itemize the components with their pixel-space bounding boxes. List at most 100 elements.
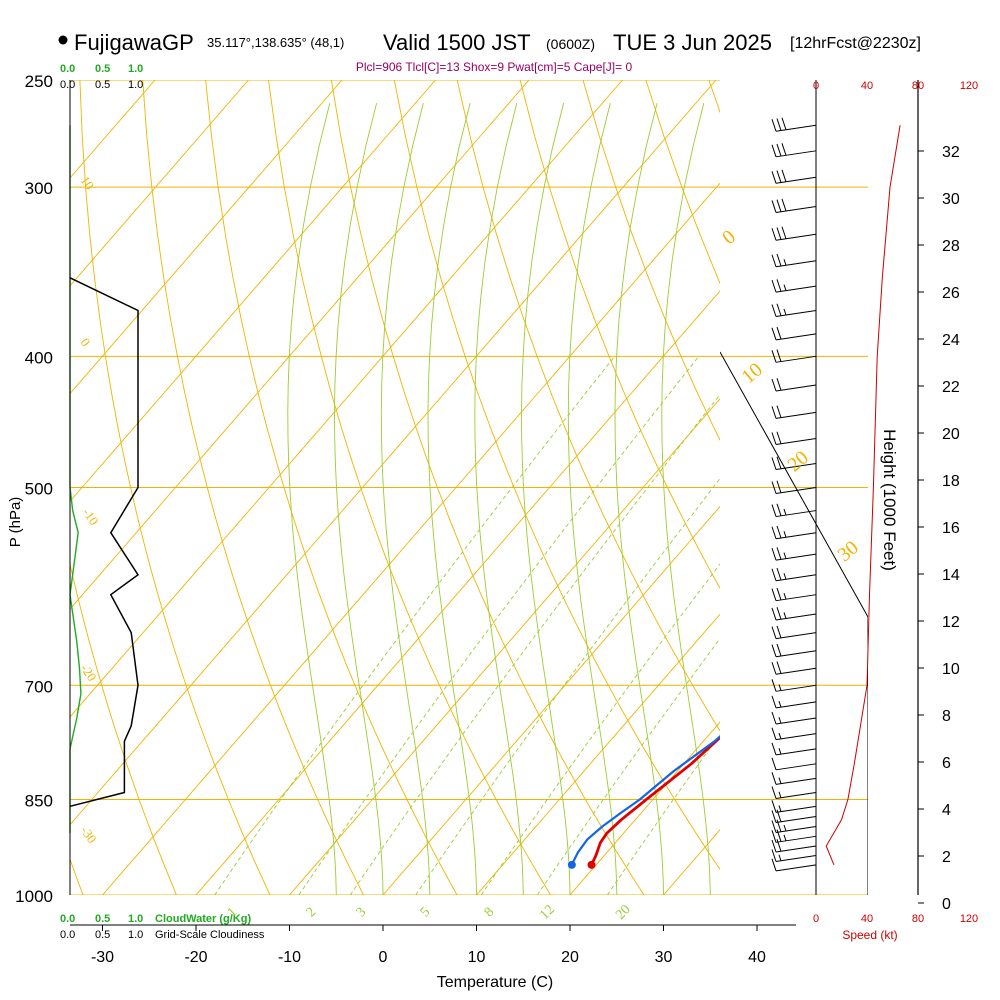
wind-barb-flag — [771, 228, 777, 241]
cloudiness-top-tick-2: 1.0 — [128, 79, 143, 91]
wind-barb-flag — [776, 525, 782, 539]
wind-barb-flag — [776, 643, 782, 657]
wind-barb-flag — [776, 431, 782, 444]
wind-barb — [771, 711, 817, 725]
wind-barb-flag — [771, 119, 777, 132]
cloudiness-top-tick-1: 0.5 — [95, 79, 110, 91]
isotherm-line — [70, 80, 343, 395]
height-tick-label: 12 — [942, 614, 960, 631]
wind-barb-shaft — [775, 176, 817, 184]
wind-barb-flag — [771, 304, 777, 317]
temperature-tick-label: -30 — [91, 949, 114, 966]
wind-barb — [771, 786, 817, 799]
wind-barb-flag — [771, 568, 777, 581]
wind-barb-half-flag — [778, 684, 782, 691]
wind-barb-shaft — [775, 845, 817, 853]
temperature-tick-label: -20 — [184, 949, 207, 966]
wind-barb-shaft — [775, 333, 817, 341]
wind-barb-half-flag — [778, 777, 782, 784]
dry-adiabat-line — [582, 80, 720, 441]
pressure-tick-label: 250 — [25, 72, 53, 91]
wind-barb-flag — [771, 457, 777, 470]
cloudiness-label: Grid-Scale Cloudiness — [155, 929, 265, 941]
wind-barb-flag — [771, 144, 777, 157]
moist-adiabat-line — [614, 102, 664, 895]
wind-barb-flag — [776, 819, 782, 832]
dry-adiabat-line — [393, 80, 720, 871]
dry-adiabat-label: 10 — [737, 359, 766, 389]
wind-barb-shaft — [775, 150, 817, 158]
moist-adiabat-line — [661, 102, 711, 895]
mixing-ratio-line — [480, 563, 720, 895]
temperature-tick-label: 30 — [655, 949, 673, 966]
wind-barb-shaft — [775, 260, 817, 268]
height-tick-label: 32 — [942, 144, 960, 161]
station-name: FujigawaGP — [74, 30, 194, 55]
wind-barb-half-flag — [783, 612, 787, 619]
wind-barb — [771, 169, 817, 184]
dry-adiabat-label: 30 — [833, 537, 862, 567]
wind-barb — [771, 198, 817, 213]
wind-barb-shaft — [775, 650, 817, 658]
mixing-ratio-line — [536, 637, 720, 895]
wind-barb-half-flag — [783, 308, 787, 316]
wind-barb — [771, 643, 817, 658]
wind-barb-shaft — [775, 816, 817, 823]
wind-barb-half-flag — [783, 508, 787, 516]
wind-barb-flag — [771, 350, 777, 363]
wind-barb-shaft — [775, 805, 817, 813]
y-axis-title: P (hPa) — [7, 497, 24, 548]
wind-barb-flag — [776, 829, 782, 842]
dry-adiabat-line — [70, 562, 177, 895]
wind-barb — [771, 503, 817, 518]
wind-barb-flag — [776, 326, 782, 340]
wind-barb — [771, 253, 817, 268]
wind-barb-flag — [771, 644, 777, 657]
cloudiness-bottom-tick-2: 1.0 — [128, 929, 143, 941]
wind-barb-shaft — [775, 124, 817, 132]
temperature-surface-marker — [587, 860, 596, 869]
speed-scales: 0 40 80 120 0 40 80 120 Speed (kt) — [813, 80, 978, 942]
wind-barb — [771, 661, 817, 675]
wind-barb-flag — [771, 526, 777, 539]
wind-barb-flag — [771, 858, 777, 872]
wind-barb-flag — [771, 839, 777, 853]
wind-barb-flag — [771, 279, 777, 293]
wind-barb-flag — [776, 349, 782, 362]
temperature-tick-label: 10 — [468, 949, 486, 966]
wind-barb-flag — [776, 279, 782, 292]
wind-barb — [771, 849, 817, 862]
wind-barb-half-flag — [783, 284, 787, 291]
wind-speed-line — [825, 125, 901, 865]
mixing-ratio-line — [349, 393, 720, 895]
dry-adiabat-label: 0 — [718, 226, 740, 249]
wind-barb-half-flag — [778, 791, 782, 798]
isotherm-line — [476, 613, 720, 895]
wind-barb-flag — [781, 143, 787, 156]
wind-barb — [771, 587, 817, 602]
pressure-tick-label: 1000 — [15, 887, 53, 906]
temperature-tick-label: 40 — [748, 949, 766, 966]
isotherm-line — [382, 505, 720, 895]
wind-barb-flag — [771, 786, 777, 799]
cloud-water-top-tick-0: 0.0 — [60, 63, 75, 75]
wind-barb-flag — [771, 727, 777, 740]
wind-barb-flag — [776, 567, 782, 581]
isotherm-line — [70, 80, 717, 826]
wind-barb-flag — [781, 169, 787, 182]
bottom-left-scales: 0.0 0.5 1.0 CloudWater (g/Kg) 0.0 0.5 1.… — [60, 913, 265, 941]
wind-barb-shaft — [775, 763, 817, 771]
cloud-water-line — [69, 125, 82, 834]
wind-barb — [771, 279, 817, 293]
wind-barb-shaft — [775, 233, 817, 241]
wind-barb-flag — [771, 662, 777, 675]
wind-barb-shaft — [775, 553, 817, 561]
height-tick-label: 6 — [942, 755, 951, 772]
left-scale-label: 10 — [78, 173, 98, 192]
wind-barb — [771, 326, 817, 341]
wind-barb-shaft — [775, 613, 817, 621]
wind-barb-half-flag — [783, 834, 787, 841]
wind-barb-flag — [776, 503, 782, 516]
wind-barb — [771, 303, 817, 317]
